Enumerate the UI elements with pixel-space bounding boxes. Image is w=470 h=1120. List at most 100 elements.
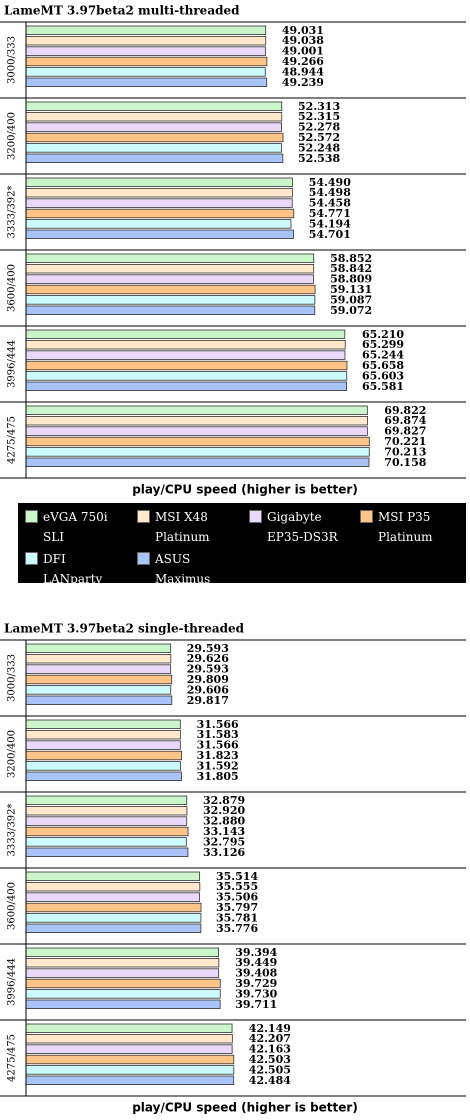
legend-label: MSI X48 Platinum (155, 510, 210, 544)
value-label: 39.729 (235, 977, 277, 990)
bar (25, 219, 292, 229)
value-label: 31.805 (197, 770, 239, 783)
value-label: 65.210 (362, 328, 404, 341)
value-label: 29.809 (187, 673, 229, 686)
value-label: 52.248 (298, 141, 340, 154)
value-label: 31.592 (197, 759, 239, 772)
legend-label: ASUS Maximus Extreme (155, 552, 211, 606)
bar (25, 847, 189, 858)
legend-swatch (137, 552, 150, 565)
bar (25, 101, 283, 112)
value-label: 65.244 (362, 349, 404, 362)
y-tick-label: 3996/444 (7, 340, 18, 388)
bar (25, 436, 370, 447)
bar (25, 674, 173, 685)
bar (25, 761, 181, 771)
bar (25, 989, 221, 999)
value-label: 42.207 (249, 1032, 291, 1045)
value-label: 65.581 (362, 380, 404, 393)
value-label: 54.458 (309, 197, 351, 210)
bar (25, 415, 369, 426)
value-label: 54.194 (309, 217, 351, 230)
value-label: 42.149 (249, 1022, 291, 1035)
bar (25, 685, 172, 695)
bar (25, 198, 293, 208)
bar (25, 750, 182, 761)
legend-item: DFI LANparty UT P35-T2R (25, 549, 125, 609)
legend-swatch (360, 510, 373, 523)
bar (25, 112, 283, 122)
bar (25, 229, 294, 240)
chart-title: LameMT 3.97beta2 single-threaded (4, 622, 245, 636)
legend-label: DFI LANparty UT P35-T2R (43, 552, 117, 606)
bar (25, 177, 293, 188)
bar (25, 46, 266, 56)
bar (25, 360, 348, 371)
bar (25, 837, 187, 847)
bar (25, 730, 181, 740)
bar (25, 339, 346, 350)
value-label: 35.506 (216, 891, 258, 904)
bar (25, 695, 173, 706)
bar (25, 56, 268, 67)
value-label: 35.781 (216, 911, 258, 924)
bar (25, 329, 346, 340)
bar (25, 958, 220, 968)
value-label: 48.944 (282, 65, 324, 78)
bar (25, 1065, 235, 1075)
value-label: 54.498 (309, 186, 351, 199)
legend-item: MSI X48 Platinum (137, 507, 237, 547)
y-tick-label: 3333/392* (7, 804, 18, 857)
bar (25, 274, 314, 284)
value-label: 39.730 (235, 987, 277, 1000)
y-tick-label: 3000/333 (7, 36, 18, 84)
bar (25, 122, 282, 132)
value-label: 59.087 (330, 293, 372, 306)
value-label: 69.822 (384, 404, 426, 417)
bar (25, 253, 315, 264)
bar (25, 978, 221, 989)
value-label: 58.809 (330, 273, 372, 286)
value-label: 52.538 (298, 152, 340, 165)
bar (25, 913, 202, 923)
legend-item: ASUS Maximus Extreme (137, 549, 237, 609)
x-axis-label: play/CPU speed (higher is better) (132, 1101, 358, 1115)
legend-item: Gigabyte EP35-DS3R (249, 507, 349, 547)
value-label: 29.626 (187, 652, 229, 665)
value-label: 42.503 (249, 1053, 291, 1066)
value-label: 52.572 (298, 131, 340, 144)
bar (25, 999, 221, 1010)
bar (25, 902, 202, 913)
y-tick-label: 3000/333 (7, 654, 18, 702)
bar (25, 740, 181, 750)
value-label: 65.299 (362, 338, 404, 351)
legend-label: Gigabyte EP35-DS3R (267, 510, 338, 544)
chart-title: LameMT 3.97beta2 multi-threaded (4, 4, 240, 18)
value-label: 33.126 (203, 846, 245, 859)
legend-swatch (25, 552, 38, 565)
bar (25, 923, 202, 934)
value-label: 32.795 (203, 835, 245, 848)
value-label: 69.874 (384, 414, 426, 427)
x-axis-label: play/CPU speed (higher is better) (132, 483, 358, 497)
value-label: 29.593 (187, 642, 229, 655)
bar (25, 947, 219, 958)
y-tick-label: 3200/400 (7, 730, 18, 778)
value-label: 70.213 (384, 445, 426, 458)
value-label: 49.266 (282, 55, 324, 68)
y-tick-label: 3996/444 (7, 958, 18, 1006)
bar (25, 426, 368, 436)
y-tick-label: 3200/400 (7, 112, 18, 160)
bar (25, 826, 189, 837)
value-label: 69.827 (384, 425, 426, 438)
bar (25, 771, 182, 782)
value-label: 39.449 (235, 956, 277, 969)
value-label: 31.566 (197, 739, 239, 752)
value-label: 58.842 (330, 262, 372, 275)
bar (25, 263, 315, 274)
value-label: 58.852 (330, 252, 372, 265)
value-label: 52.278 (298, 121, 340, 134)
value-label: 39.711 (235, 998, 277, 1011)
value-label: 39.408 (235, 967, 277, 980)
y-tick-label: 4275/475 (7, 1034, 18, 1082)
